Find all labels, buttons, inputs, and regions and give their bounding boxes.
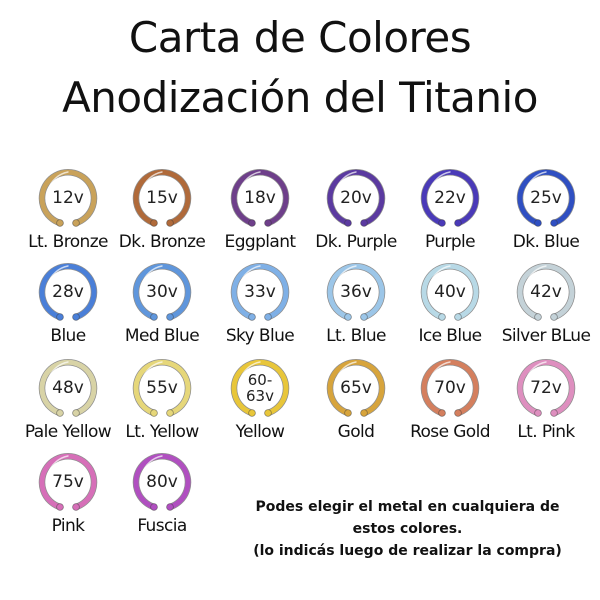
color-swatch: 15v Dk. Bronze <box>112 168 212 264</box>
voltage-label: 12v <box>52 188 84 208</box>
voltage-label: 18v <box>244 188 276 208</box>
ring-icon <box>420 358 480 418</box>
voltage-label: 28v <box>52 282 84 302</box>
color-swatch: 36v Lt. Blue <box>306 262 406 358</box>
ring-icon <box>38 168 98 228</box>
voltage-label: 75v <box>52 472 84 492</box>
ring-icon <box>420 262 480 322</box>
color-name: Purple <box>424 232 476 252</box>
voltage-label: 70v <box>434 378 466 398</box>
color-name: Gold <box>337 422 375 442</box>
color-name: Pale Yellow <box>24 422 112 442</box>
color-name: Lt. Yellow <box>125 422 199 442</box>
ring-icon <box>132 358 192 418</box>
ring-icon <box>516 262 576 322</box>
voltage-label: 40v <box>434 282 466 302</box>
ring-icon <box>326 262 386 322</box>
ring-icon <box>132 168 192 228</box>
voltage-label: 72v <box>530 378 562 398</box>
voltage-label: 36v <box>340 282 372 302</box>
color-name: Med Blue <box>124 326 200 346</box>
ring-icon <box>132 262 192 322</box>
color-name: Lt. Bronze <box>28 232 108 252</box>
color-swatch: 20v Dk. Purple <box>306 168 406 264</box>
voltage-label: 60- 63v <box>246 371 274 405</box>
color-swatch: 28v Blue <box>18 262 118 358</box>
ring-icon <box>516 168 576 228</box>
ring-icon <box>230 358 290 418</box>
color-swatch: 75v Pink <box>18 452 118 548</box>
color-swatch: 65v Gold <box>306 358 406 454</box>
color-name: Blue <box>50 326 86 346</box>
color-swatch: 42v Silver BLue <box>496 262 596 358</box>
color-swatch: 25v Dk. Blue <box>496 168 596 264</box>
note-line-1: Podes elegir el metal en cualquiera de <box>255 499 560 515</box>
note-line-3: (lo indicás luego de realizar la compra) <box>253 543 562 559</box>
ring-icon <box>230 168 290 228</box>
voltage-label: 25v <box>530 188 562 208</box>
ring-icon <box>326 168 386 228</box>
color-name: Silver BLue <box>501 326 591 346</box>
ring-icon <box>230 262 290 322</box>
color-swatch: 70v Rose Gold <box>400 358 500 454</box>
color-swatch: 55v Lt. Yellow <box>112 358 212 454</box>
color-name: Yellow <box>235 422 285 442</box>
voltage-label: 30v <box>146 282 178 302</box>
voltage-label: 65v <box>340 378 372 398</box>
voltage-label: 42v <box>530 282 562 302</box>
color-swatch: 12v Lt. Bronze <box>18 168 118 264</box>
color-name: Rose Gold <box>410 422 490 442</box>
color-name: Dk. Purple <box>315 232 397 252</box>
note-line-2: estos colores. <box>352 521 463 537</box>
color-name: Fuscia <box>137 516 187 536</box>
color-name: Dk. Blue <box>512 232 580 252</box>
chart-title-line-1: Carta de Colores <box>128 13 472 62</box>
color-name: Pink <box>51 516 85 536</box>
color-swatch: 18v Eggplant <box>210 168 310 264</box>
color-swatch: 48v Pale Yellow <box>18 358 118 454</box>
color-name: Eggplant <box>224 232 297 252</box>
color-swatch: 33v Sky Blue <box>210 262 310 358</box>
ring-icon <box>38 262 98 322</box>
color-swatch: 30v Med Blue <box>112 262 212 358</box>
color-name: Ice Blue <box>418 326 482 346</box>
voltage-label: 80v <box>146 472 178 492</box>
purchase-note: Podes elegir el metal en cualquiera de e… <box>230 496 585 562</box>
ring-icon <box>326 358 386 418</box>
ring-icon <box>38 358 98 418</box>
voltage-label: 15v <box>146 188 178 208</box>
voltage-label: 22v <box>434 188 466 208</box>
color-swatch: 80v Fuscia <box>112 452 212 548</box>
ring-icon <box>516 358 576 418</box>
color-swatch: 22v Purple <box>400 168 500 264</box>
ring-icon <box>132 452 192 512</box>
color-name: Sky Blue <box>225 326 295 346</box>
color-name: Lt. Pink <box>517 422 575 442</box>
color-swatch: 40v Ice Blue <box>400 262 500 358</box>
voltage-label: 48v <box>52 378 84 398</box>
ring-icon <box>38 452 98 512</box>
ring-icon <box>420 168 480 228</box>
chart-title-line-2: Anodización del Titanio <box>62 73 538 122</box>
color-name: Dk. Bronze <box>118 232 206 252</box>
voltage-label: 55v <box>146 378 178 398</box>
color-swatch: 72v Lt. Pink <box>496 358 596 454</box>
color-name: Lt. Blue <box>326 326 386 346</box>
voltage-label: 20v <box>340 188 372 208</box>
color-swatch: 60- 63v Yellow <box>210 358 310 454</box>
voltage-label: 33v <box>244 282 276 302</box>
